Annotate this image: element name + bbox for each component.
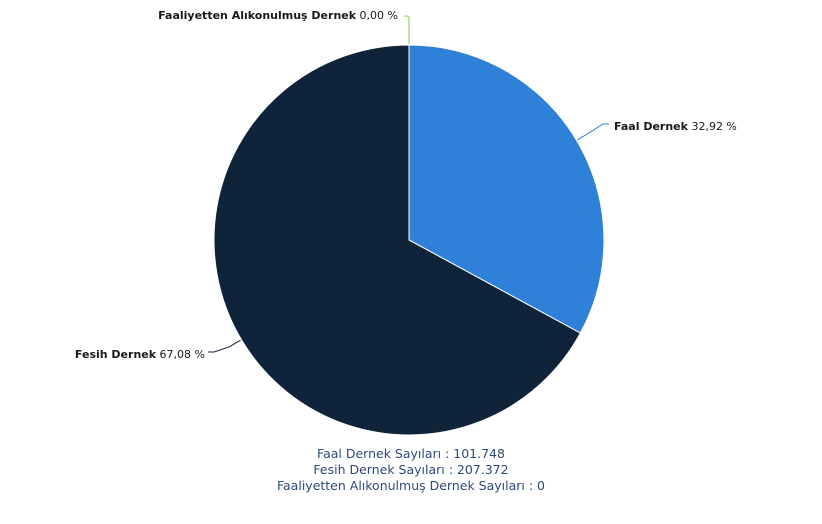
slice-label-category: Faal Dernek [614, 120, 689, 133]
slice-label-percent: 32,92 % [688, 120, 737, 133]
leader-line-fesih-dernek [208, 339, 241, 353]
summary-faal-count: Faal Dernek Sayıları : 101.748 [317, 446, 505, 461]
slice-label-percent: 0,00 % [356, 9, 398, 22]
pie-slice-fesih-dernek[interactable] [213, 44, 582, 436]
summary-alikonulmus-count: Faaliyetten Alıkonulmuş Dernek Sayıları … [276, 478, 545, 493]
slice-label-faal-dernek: Faal Dernek 32,92 % [614, 120, 737, 133]
summary-fesih-count: Fesih Dernek Sayıları : 207.372 [313, 462, 509, 477]
leader-line-faaliyetten-al-konulmu-dernek [403, 15, 410, 44]
pie-labels: Faal Dernek 32,92 %Fesih Dernek 67,08 %F… [75, 9, 737, 361]
pie-chart: Faal Dernek 32,92 %Fesih Dernek 67,08 %F… [75, 9, 737, 436]
pie-slices [213, 44, 605, 436]
slice-label-fesih-dernek: Fesih Dernek 67,08 % [75, 348, 205, 361]
slice-label-faaliyetten-al-konulmu-dernek: Faaliyetten Alıkonulmuş Dernek 0,00 % [158, 9, 398, 22]
slice-label-category: Faaliyetten Alıkonulmuş Dernek [158, 9, 357, 22]
pie-slice-faal-dernek[interactable] [408, 44, 605, 334]
slice-label-category: Fesih Dernek [75, 348, 157, 361]
summary-block: Faal Dernek Sayıları : 101.748 Fesih Der… [0, 446, 822, 494]
leader-line-faal-dernek [577, 123, 609, 141]
slice-label-percent: 67,08 % [156, 348, 205, 361]
